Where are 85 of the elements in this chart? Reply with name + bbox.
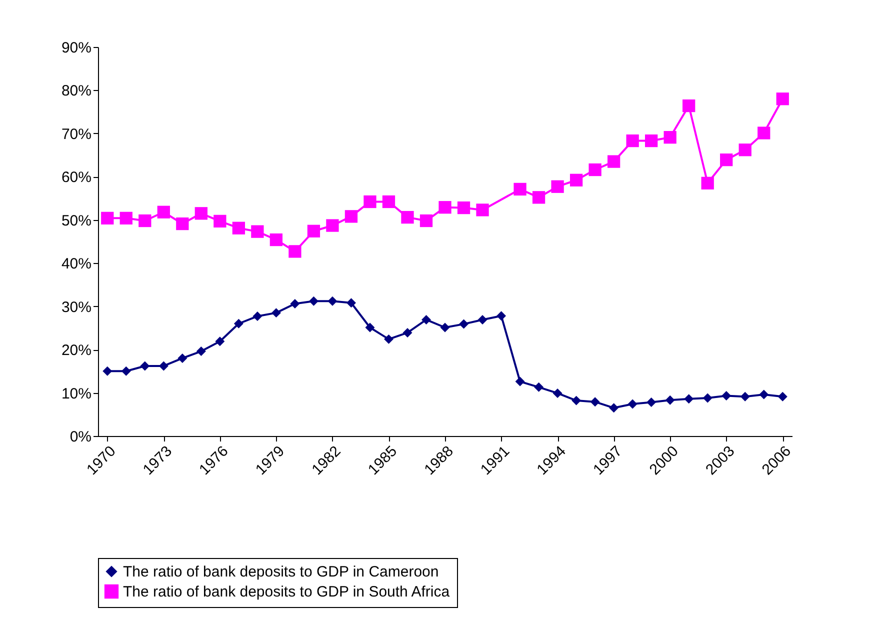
y-tick-label: 40% — [61, 256, 92, 273]
point — [401, 210, 414, 224]
point — [252, 312, 262, 322]
legend-label: The ratio of bank deposits to GDP in South Africa — [123, 584, 450, 600]
point — [514, 182, 526, 196]
point — [121, 366, 131, 376]
y-tick-label: 30% — [61, 298, 92, 316]
point — [626, 134, 639, 148]
point — [607, 155, 620, 168]
point — [364, 195, 376, 208]
point — [214, 214, 226, 228]
point — [738, 144, 752, 156]
point — [251, 225, 264, 238]
point — [232, 222, 245, 234]
point — [534, 382, 544, 392]
point — [570, 174, 583, 186]
y-tick-label: 70% — [61, 126, 92, 143]
point — [102, 366, 112, 376]
point — [588, 163, 602, 176]
point — [759, 390, 769, 400]
point — [176, 217, 189, 230]
point — [720, 153, 733, 166]
point — [664, 131, 676, 144]
point — [758, 126, 770, 140]
point — [646, 398, 656, 408]
point — [496, 311, 506, 321]
point — [365, 322, 375, 332]
point — [194, 207, 208, 220]
point — [288, 245, 302, 258]
legend-label: The ratio of bank deposits to GDP in Cameroon — [123, 564, 439, 580]
point — [682, 99, 696, 112]
point — [684, 394, 694, 404]
point — [196, 346, 206, 356]
point — [478, 314, 488, 324]
point — [271, 308, 281, 318]
point — [701, 176, 714, 190]
point — [120, 212, 132, 224]
point — [290, 298, 300, 308]
point — [645, 134, 658, 148]
y-tick-label: 20% — [61, 342, 92, 360]
point — [628, 399, 638, 409]
y-tick-label: 0% — [70, 428, 92, 446]
point — [476, 204, 489, 216]
point — [234, 318, 244, 328]
point — [459, 319, 468, 329]
point — [270, 233, 283, 246]
point — [101, 212, 114, 224]
point — [438, 201, 452, 214]
point — [307, 224, 320, 238]
point — [422, 314, 431, 324]
point — [590, 397, 600, 407]
point — [740, 392, 750, 402]
point — [515, 376, 525, 386]
point — [778, 392, 788, 402]
point — [140, 361, 150, 371]
point — [178, 353, 188, 363]
point — [402, 328, 412, 338]
y-tick-label: 80% — [61, 82, 92, 100]
y-tick-label: 90% — [61, 40, 92, 56]
point — [440, 322, 450, 332]
y-tick-label: 50% — [61, 212, 92, 230]
point — [328, 296, 338, 306]
point — [420, 214, 433, 228]
point — [215, 336, 225, 346]
point — [158, 361, 168, 371]
point — [157, 206, 170, 218]
point — [572, 396, 582, 406]
point — [609, 403, 619, 413]
point — [722, 391, 732, 401]
point — [308, 296, 318, 306]
point — [665, 395, 675, 405]
point — [532, 191, 546, 204]
point — [552, 388, 562, 398]
point — [776, 92, 789, 106]
y-tick-label: 10% — [61, 385, 92, 402]
point — [138, 214, 152, 228]
point — [382, 195, 396, 208]
point — [457, 201, 470, 214]
point — [344, 210, 358, 223]
y-tick-label: 60% — [61, 169, 92, 186]
point — [384, 334, 394, 344]
point — [326, 219, 339, 232]
point — [551, 180, 564, 193]
point — [346, 298, 356, 308]
point — [702, 393, 712, 403]
